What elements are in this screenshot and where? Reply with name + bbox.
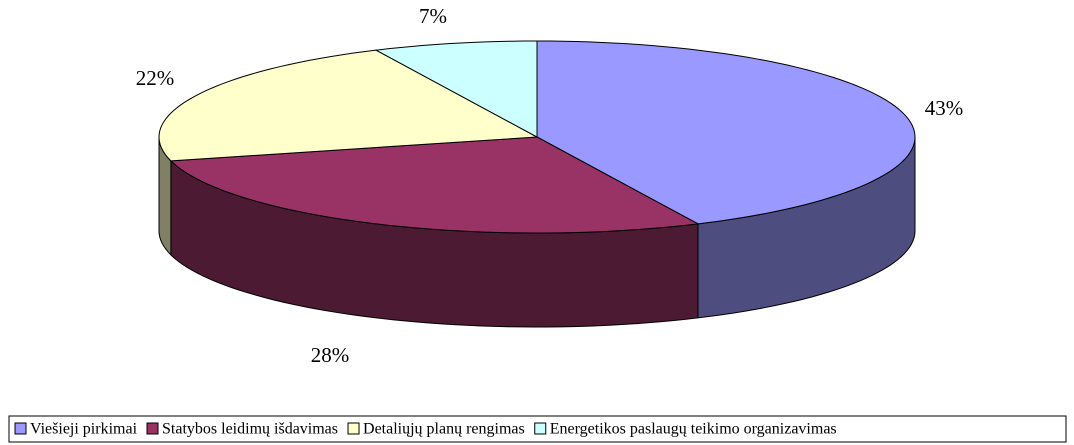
data-label: 43% [925, 96, 964, 120]
slice [158, 49, 539, 162]
legend-swatch [534, 422, 547, 435]
slice [169, 136, 700, 234]
legend-swatch [14, 422, 27, 435]
slice [374, 40, 538, 138]
data-label: 7% [419, 4, 447, 28]
legend-label: Statybos leidimų išdavimas [162, 421, 338, 438]
legend-label: Energetikos paslaugų teikimo organizavim… [550, 421, 837, 438]
legend-label: Detaliųjų planų rengimas [363, 421, 525, 438]
legend-label: Viešieji pirkimai [30, 421, 138, 438]
data-label: 22% [136, 66, 175, 90]
legend-swatch [347, 422, 360, 435]
slice [536, 40, 916, 225]
data-label: 28% [311, 343, 350, 367]
legend-swatch [146, 422, 159, 435]
